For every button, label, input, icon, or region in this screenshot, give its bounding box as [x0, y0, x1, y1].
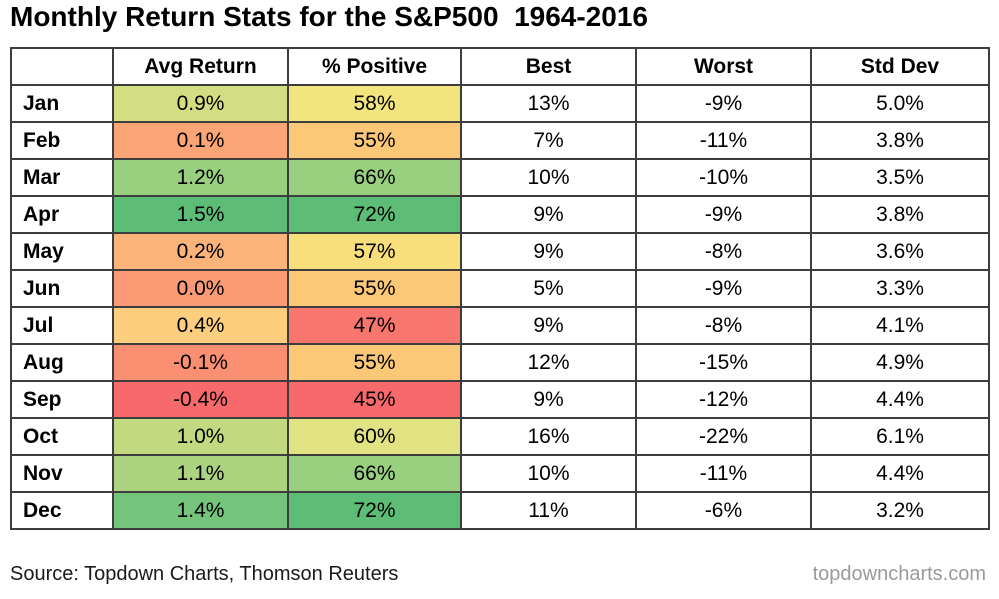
cell-pct-positive: 72% [287, 195, 462, 234]
cell-std-dev: 3.3% [810, 269, 990, 308]
cell-worst: -10% [635, 158, 812, 197]
table-row: Sep -0.4% 45% 9% -12% 4.4% [10, 380, 990, 419]
cell-best: 10% [460, 454, 637, 493]
cell-avg-return: 1.2% [112, 158, 289, 197]
cell-best: 9% [460, 306, 637, 345]
table-row: Feb 0.1% 55% 7% -11% 3.8% [10, 121, 990, 160]
table-row: Jul 0.4% 47% 9% -8% 4.1% [10, 306, 990, 345]
cell-month: Nov [10, 454, 114, 493]
cell-std-dev: 6.1% [810, 417, 990, 456]
cell-std-dev: 3.8% [810, 121, 990, 160]
cell-month: Jun [10, 269, 114, 308]
table-row: May 0.2% 57% 9% -8% 3.6% [10, 232, 990, 271]
cell-pct-positive: 55% [287, 269, 462, 308]
table-row: Aug -0.1% 55% 12% -15% 4.9% [10, 343, 990, 382]
cell-pct-positive: 55% [287, 343, 462, 382]
cell-avg-return: -0.4% [112, 380, 289, 419]
cell-std-dev: 3.8% [810, 195, 990, 234]
cell-avg-return: 1.0% [112, 417, 289, 456]
cell-month: Apr [10, 195, 114, 234]
table-row: Mar 1.2% 66% 10% -10% 3.5% [10, 158, 990, 197]
cell-best: 16% [460, 417, 637, 456]
cell-best: 10% [460, 158, 637, 197]
cell-pct-positive: 66% [287, 454, 462, 493]
cell-pct-positive: 66% [287, 158, 462, 197]
cell-std-dev: 4.9% [810, 343, 990, 382]
cell-avg-return: 0.9% [112, 84, 289, 123]
header-worst: Worst [635, 47, 812, 86]
cell-month: Sep [10, 380, 114, 419]
header-std-dev: Std Dev [810, 47, 990, 86]
cell-pct-positive: 45% [287, 380, 462, 419]
cell-pct-positive: 47% [287, 306, 462, 345]
cell-std-dev: 4.4% [810, 380, 990, 419]
table-row: Dec 1.4% 72% 11% -6% 3.2% [10, 491, 990, 530]
cell-avg-return: 0.2% [112, 232, 289, 271]
cell-avg-return: 1.1% [112, 454, 289, 493]
cell-avg-return: 1.5% [112, 195, 289, 234]
cell-std-dev: 3.6% [810, 232, 990, 271]
cell-pct-positive: 72% [287, 491, 462, 530]
cell-worst: -9% [635, 84, 812, 123]
cell-month: Jan [10, 84, 114, 123]
table-row: Oct 1.0% 60% 16% -22% 6.1% [10, 417, 990, 456]
cell-std-dev: 3.2% [810, 491, 990, 530]
cell-best: 9% [460, 380, 637, 419]
cell-worst: -9% [635, 195, 812, 234]
page-title: Monthly Return Stats for the S&P500 1964… [10, 1, 648, 32]
cell-best: 7% [460, 121, 637, 160]
cell-avg-return: 0.0% [112, 269, 289, 308]
cell-pct-positive: 55% [287, 121, 462, 160]
cell-month: Dec [10, 491, 114, 530]
header-month [10, 47, 114, 86]
table-header: Avg Return % Positive Best Worst Std Dev [10, 47, 990, 86]
cell-worst: -11% [635, 121, 812, 160]
cell-avg-return: 0.4% [112, 306, 289, 345]
monthly-return-stats-table: Avg Return % Positive Best Worst Std Dev… [10, 47, 990, 530]
cell-month: May [10, 232, 114, 271]
cell-month: Oct [10, 417, 114, 456]
cell-month: Mar [10, 158, 114, 197]
cell-worst: -15% [635, 343, 812, 382]
cell-month: Feb [10, 121, 114, 160]
cell-best: 5% [460, 269, 637, 308]
cell-pct-positive: 58% [287, 84, 462, 123]
table-row: Nov 1.1% 66% 10% -11% 4.4% [10, 454, 990, 493]
cell-best: 9% [460, 232, 637, 271]
header-avg-return: Avg Return [112, 47, 289, 86]
cell-month: Aug [10, 343, 114, 382]
header-best: Best [460, 47, 637, 86]
cell-std-dev: 4.1% [810, 306, 990, 345]
cell-pct-positive: 60% [287, 417, 462, 456]
cell-best: 12% [460, 343, 637, 382]
cell-month: Jul [10, 306, 114, 345]
cell-worst: -8% [635, 232, 812, 271]
cell-std-dev: 5.0% [810, 84, 990, 123]
cell-best: 9% [460, 195, 637, 234]
header-pct-positive: % Positive [287, 47, 462, 86]
cell-worst: -8% [635, 306, 812, 345]
source-note: Source: Topdown Charts, Thomson Reuters [10, 563, 399, 585]
cell-pct-positive: 57% [287, 232, 462, 271]
cell-worst: -22% [635, 417, 812, 456]
cell-avg-return: 0.1% [112, 121, 289, 160]
table-row: Jan 0.9% 58% 13% -9% 5.0% [10, 84, 990, 123]
table-row: Jun 0.0% 55% 5% -9% 3.3% [10, 269, 990, 308]
cell-best: 11% [460, 491, 637, 530]
watermark-text: topdowncharts.com [812, 563, 986, 585]
table-row: Apr 1.5% 72% 9% -9% 3.8% [10, 195, 990, 234]
cell-std-dev: 4.4% [810, 454, 990, 493]
table-body: Jan 0.9% 58% 13% -9% 5.0% Feb 0.1% 55% 7% -11% 3.8%… [10, 84, 990, 530]
header-row: Avg Return % Positive Best Worst Std Dev [10, 47, 990, 86]
cell-best: 13% [460, 84, 637, 123]
cell-worst: -9% [635, 269, 812, 308]
cell-worst: -12% [635, 380, 812, 419]
cell-avg-return: -0.1% [112, 343, 289, 382]
cell-worst: -6% [635, 491, 812, 530]
cell-worst: -11% [635, 454, 812, 493]
cell-avg-return: 1.4% [112, 491, 289, 530]
cell-std-dev: 3.5% [810, 158, 990, 197]
